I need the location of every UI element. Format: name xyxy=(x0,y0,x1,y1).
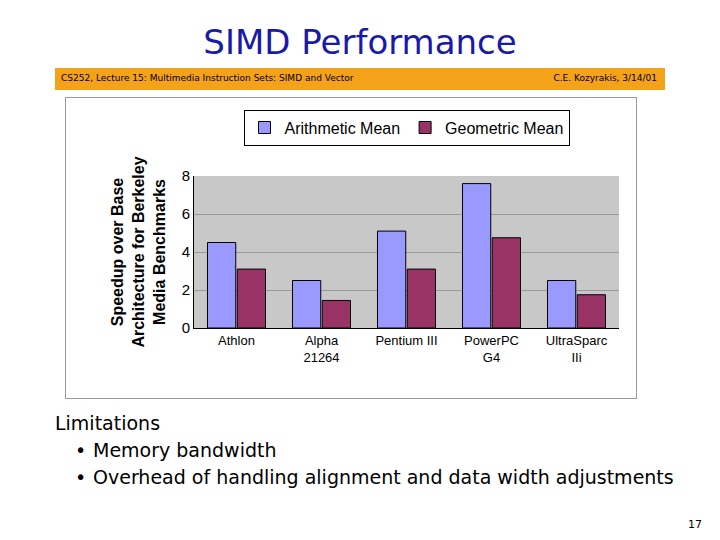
svg-text:PowerPCG4: PowerPCG4 xyxy=(464,333,519,365)
svg-text:8: 8 xyxy=(182,167,190,184)
svg-text:Athlon: Athlon xyxy=(218,333,255,348)
svg-text:Speedup over BaseArchitecture: Speedup over BaseArchitecture for Berkel… xyxy=(109,156,168,347)
svg-text:4: 4 xyxy=(182,243,190,260)
svg-text:Alpha21264: Alpha21264 xyxy=(303,333,339,365)
html-text:C.E. Kozyrakis, 3/14/01: C.E. Kozyrakis, 3/14/01 xyxy=(553,73,657,83)
html-text:17: 17 xyxy=(688,518,702,531)
svg-text:Geometric Mean: Geometric Mean xyxy=(445,120,563,137)
html-text:Memory bandwidth: Memory bandwidth xyxy=(93,439,277,461)
svg-text:0: 0 xyxy=(182,319,190,336)
svg-text:Pentium III: Pentium III xyxy=(375,333,437,348)
html-text:Limitations: Limitations xyxy=(55,412,160,434)
svg-text:2: 2 xyxy=(182,281,190,298)
html-text:CS252, Lecture 15: Multimedia: CS252, Lecture 15: Multimedia Instructio… xyxy=(61,73,354,83)
html-text:SIMD Performance: SIMD Performance xyxy=(203,22,517,62)
svg-text:Arithmetic Mean: Arithmetic Mean xyxy=(285,120,401,137)
svg-text:6: 6 xyxy=(182,205,190,222)
svg-text:UltraSparcIIi: UltraSparcIIi xyxy=(546,333,608,365)
html-text:Overhead of handling alignment: Overhead of handling alignment and data … xyxy=(93,466,674,488)
